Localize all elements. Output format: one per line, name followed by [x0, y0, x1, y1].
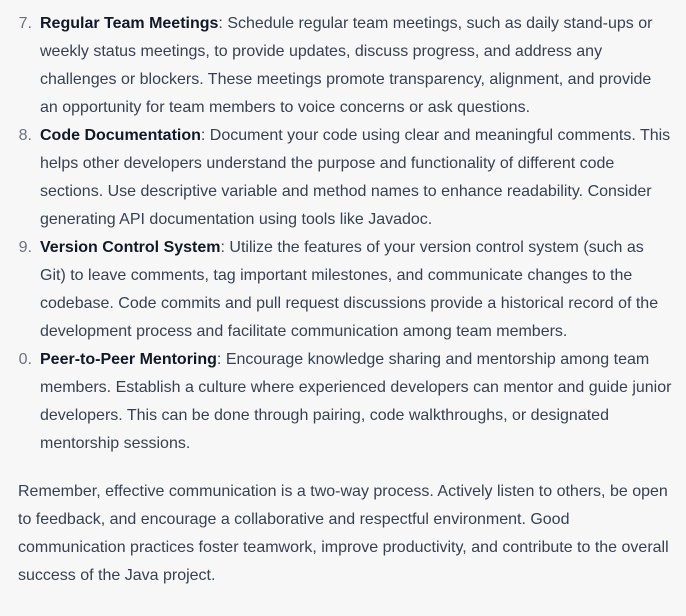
chat-message-content: needed. 7. Regular Team Meetings: Schedu…	[0, 0, 686, 584]
list-item-number: 9.	[18, 239, 32, 256]
list-item-description: : Document your code using clear and mea…	[40, 127, 671, 228]
list-item-term: Regular Team Meetings	[40, 15, 219, 32]
list-item: 8. Code Documentation: Document your cod…	[0, 122, 686, 234]
list-item-term: Peer-to-Peer Mentoring	[40, 351, 217, 368]
list-item-number: 0.	[18, 351, 32, 368]
list-item-description: : Schedule regular team meetings, such a…	[40, 15, 653, 116]
list-item: 0. Peer-to-Peer Mentoring: Encourage kno…	[0, 346, 686, 458]
list-item-number: 8.	[18, 127, 32, 144]
list-item-term: Code Documentation	[40, 127, 201, 144]
numbered-list: 7. Regular Team Meetings: Schedule regul…	[0, 10, 686, 458]
closing-paragraph: Remember, effective communication is a t…	[18, 483, 669, 584]
list-item: 9. Version Control System: Utilize the f…	[0, 234, 686, 346]
list-item-description: : Utilize the features of your version c…	[40, 239, 659, 340]
list-item-number: 7.	[18, 15, 32, 32]
list-item: 7. Regular Team Meetings: Schedule regul…	[0, 10, 686, 122]
list-item-term: Version Control System	[40, 239, 221, 256]
list-item-description: : Encourage knowledge sharing and mentor…	[40, 351, 672, 452]
partial-text-line: needed.	[0, 0, 686, 10]
